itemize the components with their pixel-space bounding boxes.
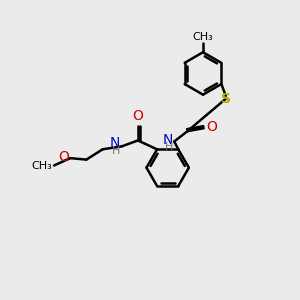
- Text: O: O: [207, 120, 218, 134]
- Text: S: S: [221, 92, 231, 106]
- Text: N: N: [110, 136, 120, 150]
- Text: CH₃: CH₃: [193, 32, 213, 42]
- Text: CH₃: CH₃: [31, 160, 52, 170]
- Text: H: H: [112, 146, 120, 156]
- Text: O: O: [133, 109, 143, 123]
- Text: O: O: [58, 150, 69, 164]
- Text: H: H: [164, 142, 173, 152]
- Text: N: N: [162, 133, 173, 147]
